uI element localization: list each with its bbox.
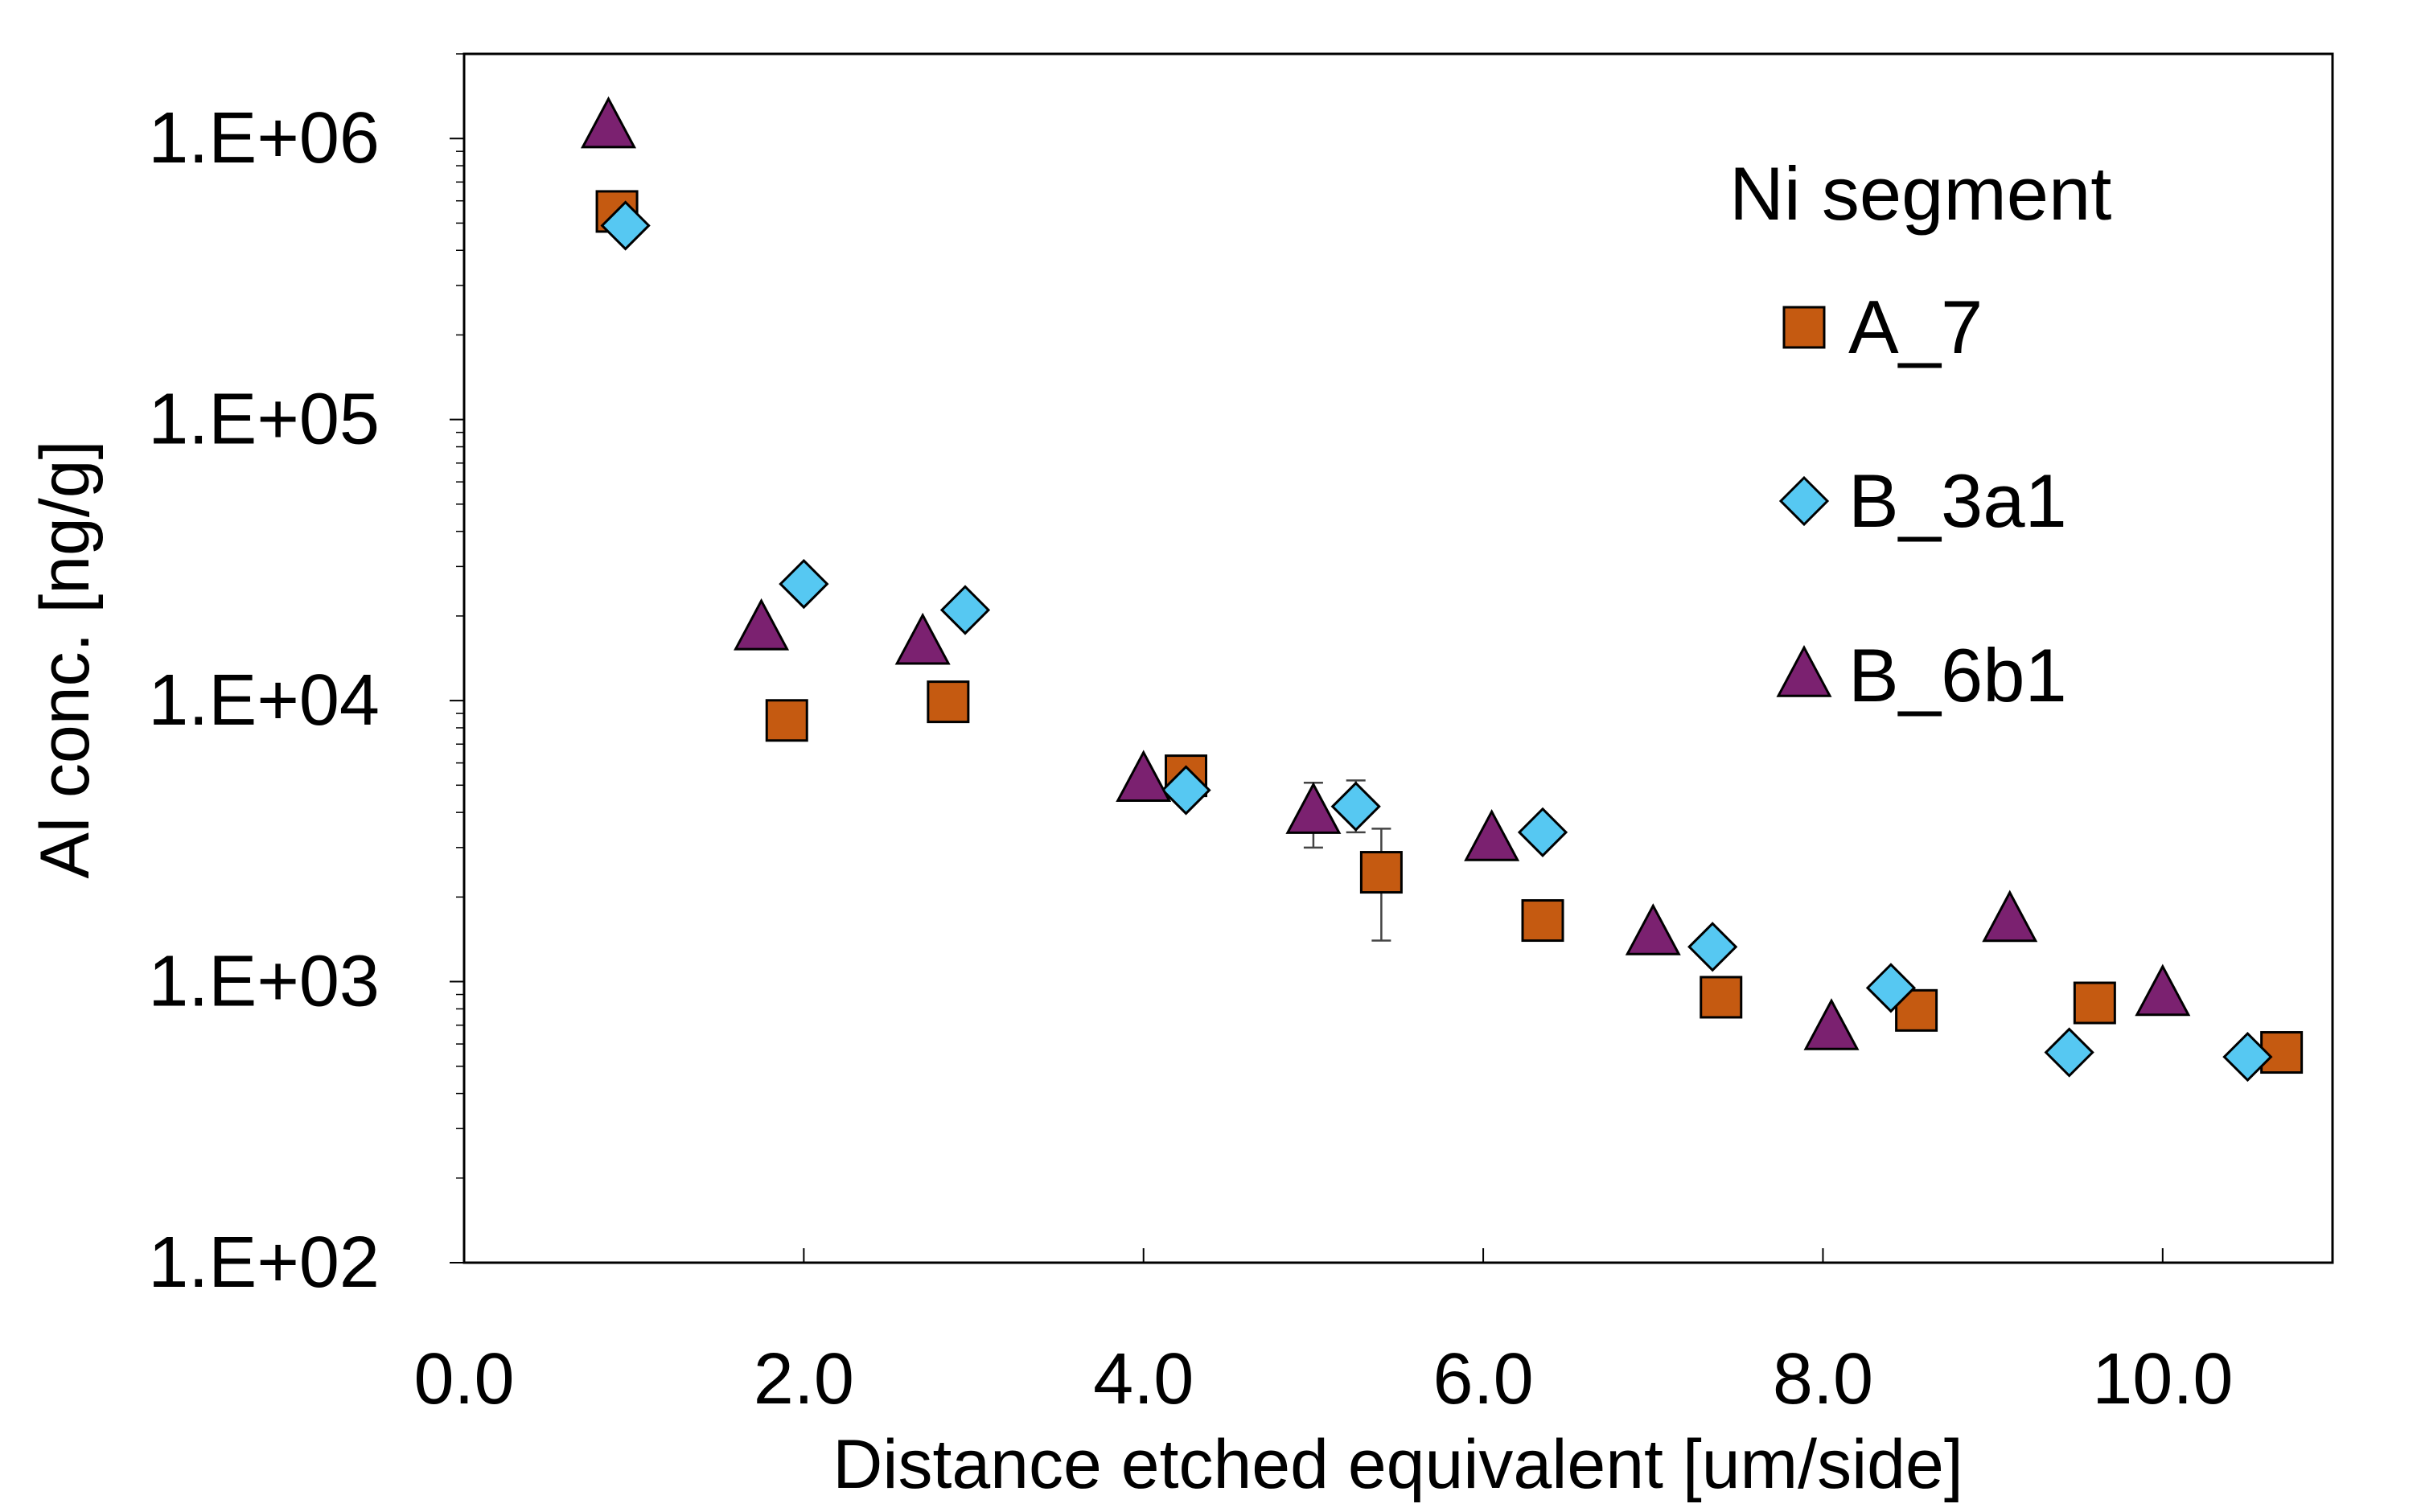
y-tick-label: 1.E+03: [148, 942, 380, 1022]
point-b_6b1: [2135, 963, 2191, 1017]
point-b_6b1: [1625, 903, 1681, 955]
x-tick-label: 10.0: [2092, 1339, 2233, 1420]
x-ticks: [463, 1248, 2164, 1263]
point-b_3a1: [779, 558, 829, 610]
point-b_3a1: [1687, 922, 1738, 972]
y-minor-ticks: [456, 53, 464, 1179]
legend-label-b_3a1: B_3a1: [1848, 458, 2067, 543]
legend-marker-b_6b1: [1776, 645, 1832, 697]
y-tick-label: 1.E+02: [148, 1222, 380, 1303]
point-b_6b1: [1464, 809, 1520, 861]
point-b_3a1: [2044, 1027, 2094, 1078]
legend-marker-a_7: [1782, 306, 1826, 349]
point-b_6b1: [581, 96, 637, 149]
point-b_3a1: [2222, 1031, 2273, 1083]
point-b_3a1: [1330, 781, 1381, 832]
legend-title: Ni segment: [1729, 151, 2111, 236]
y-tick-label: 1.E+06: [148, 98, 380, 179]
point-b_6b1: [1803, 998, 1860, 1050]
x-tick-label: 4.0: [1093, 1339, 1194, 1420]
point-b_6b1: [1116, 750, 1172, 803]
legend-label-a_7: A_7: [1848, 285, 1983, 369]
x-tick-label: 2.0: [754, 1339, 854, 1420]
legend-label-b_6b1: B_6b1: [1848, 633, 2067, 717]
y-major-ticks: [450, 138, 464, 1263]
point-b_3a1: [600, 200, 651, 251]
point-a_7: [1521, 899, 1564, 943]
x-tick-label: 8.0: [1773, 1339, 1873, 1420]
point-b_6b1: [734, 598, 790, 651]
point-b_6b1: [1982, 890, 2038, 943]
point-b_3a1: [1517, 807, 1568, 857]
y-tick-label: 1.E+04: [148, 660, 380, 741]
data-markers: [581, 96, 2304, 1083]
point-b_6b1: [894, 612, 951, 665]
plot-area-frame: [462, 52, 2334, 1264]
x-axis-title: Distance etched equivalent [um/side]: [832, 1426, 1963, 1503]
y-tick-label: 1.E+05: [148, 380, 380, 460]
x-tick-label: 0.0: [413, 1339, 514, 1420]
legend: Ni segment A_7 B_3a1 B_6b1: [1729, 151, 2111, 717]
y-axis-title: Al conc. [ng/g]: [27, 441, 104, 879]
point-a_7: [765, 699, 808, 742]
legend-marker-b_3a1: [1778, 475, 1830, 527]
point-a_7: [1895, 988, 1938, 1032]
point-a_7: [1359, 851, 1403, 894]
point-a_7: [927, 680, 970, 724]
point-b_3a1: [1161, 765, 1211, 816]
point-a_7: [1700, 976, 1743, 1019]
x-tick-label: 6.0: [1433, 1339, 1534, 1420]
point-b_3a1: [1865, 963, 1917, 1013]
point-b_6b1: [1285, 782, 1342, 834]
point-a_7: [2073, 981, 2116, 1025]
point-b_3a1: [939, 585, 991, 635]
